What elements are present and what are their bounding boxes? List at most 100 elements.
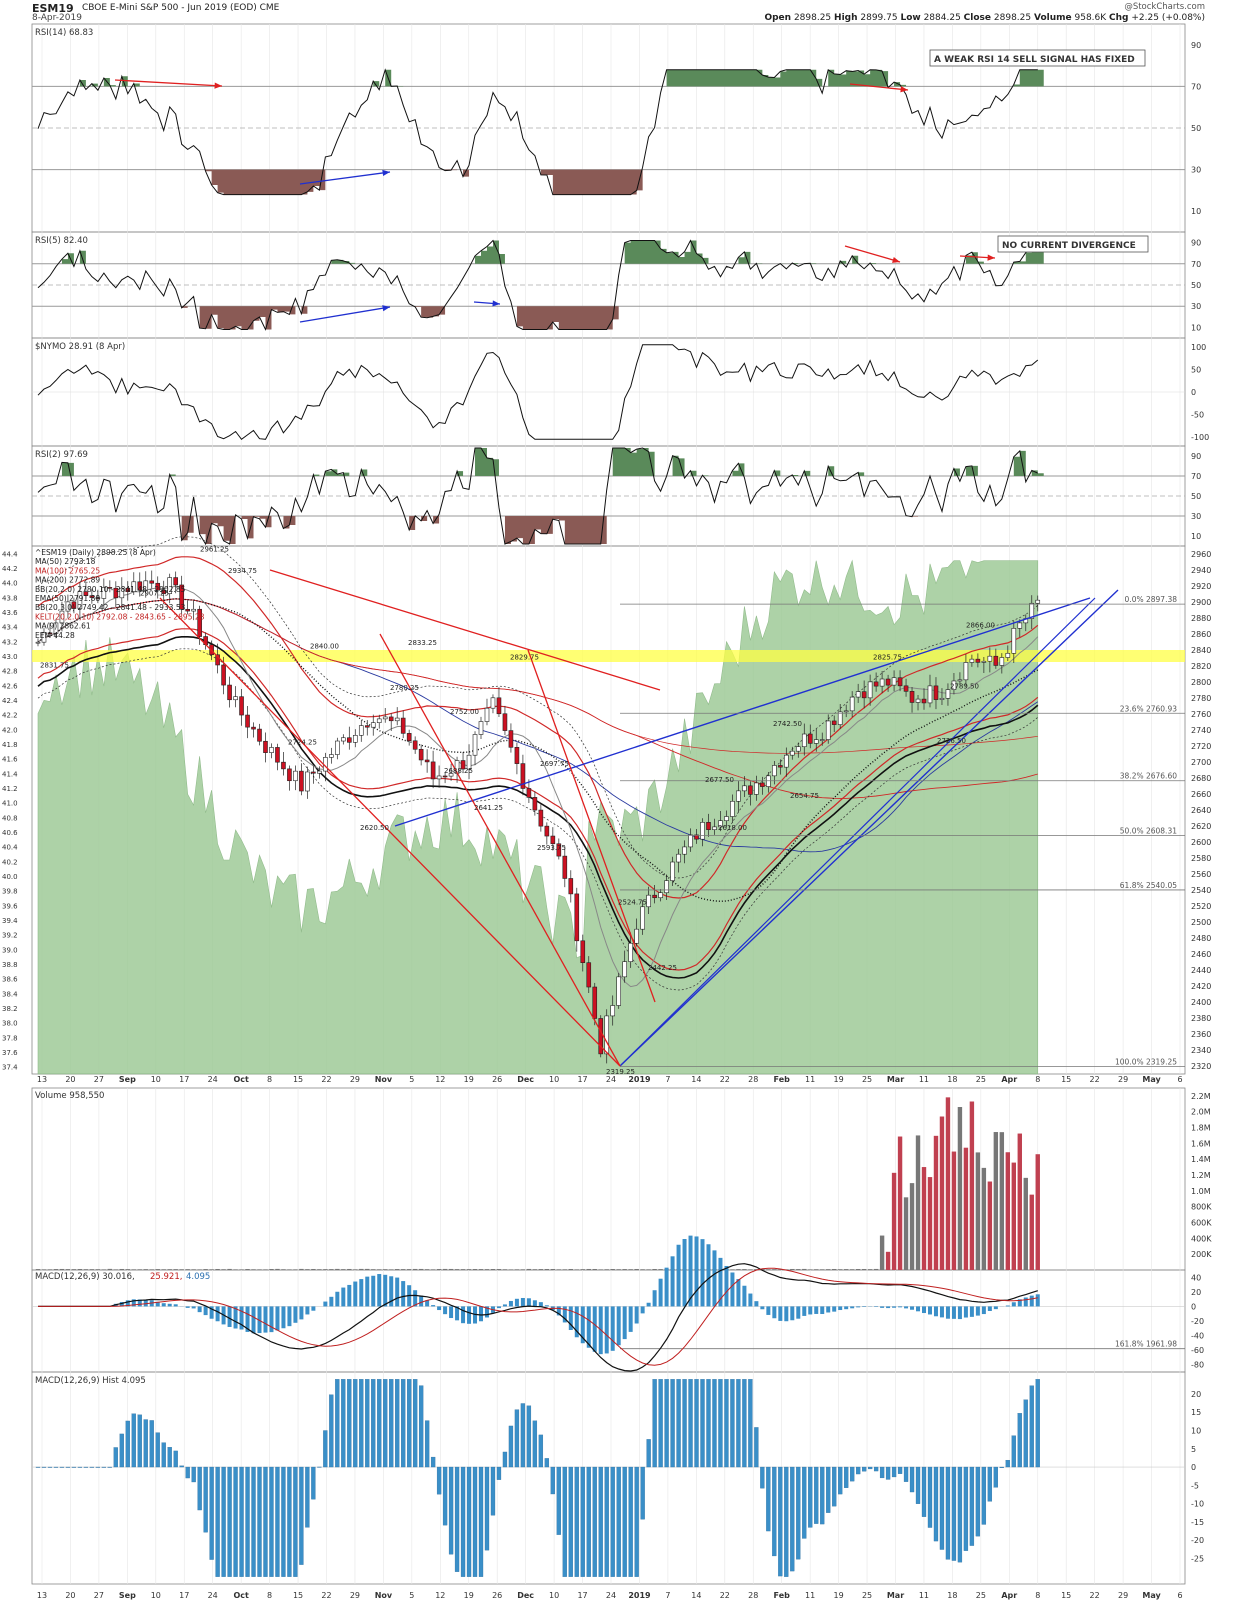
volume-tick-label: 800K (1191, 1203, 1212, 1212)
eem-tick-label: 42.8 (2, 668, 18, 676)
price-point-label: 2742.50 (773, 720, 802, 728)
x-tick-label: 22 (1090, 1591, 1100, 1600)
x-tick-label: 28 (748, 1591, 758, 1600)
hist-bar (897, 1466, 903, 1474)
price-tick-label: 2400 (1191, 998, 1211, 1007)
macd-hist-bar (987, 1306, 992, 1311)
candle-body (634, 928, 639, 944)
volume-bar (359, 1268, 364, 1270)
macd-hist-bar (1023, 1297, 1028, 1307)
trendline-red (269, 569, 661, 691)
candle-body (101, 587, 107, 599)
divergence-arrow-head (382, 169, 390, 177)
macd-hist-bar (287, 1306, 292, 1327)
y-tick-label-rsi2: 90 (1191, 452, 1201, 461)
oversold-fill-rsi2 (181, 516, 919, 544)
volume-bar (89, 1269, 95, 1270)
volume-bar (197, 1269, 202, 1270)
hist-bar (275, 1466, 280, 1577)
volume-bar (634, 1268, 639, 1270)
candle-body (227, 684, 232, 701)
macd-hist-bar (532, 1300, 537, 1307)
hist-bar (299, 1466, 304, 1565)
price-point-label: 2833.25 (408, 639, 437, 647)
x-tick-label: 6 (1177, 1075, 1182, 1084)
trendline-red (527, 649, 656, 1003)
volume-bar (640, 1269, 645, 1270)
macd-hist-bar (227, 1306, 232, 1327)
candle-body (394, 717, 400, 722)
trendline-red (159, 597, 621, 1067)
divergence-arrow (114, 79, 223, 87)
hist-bar (41, 1466, 47, 1468)
eem-tick-label: 41.2 (2, 785, 18, 793)
candle-body (239, 696, 244, 716)
price-tick-label: 2880 (1191, 614, 1211, 623)
candle-body (909, 691, 915, 703)
volume-bar (353, 1269, 358, 1270)
hist-bar (586, 1466, 591, 1577)
candle-body (622, 961, 627, 978)
price-tick-label: 2640 (1191, 806, 1211, 815)
volume-bar (418, 1268, 424, 1270)
candle-body (640, 906, 645, 930)
hist-bar (478, 1466, 484, 1577)
x-tick-label: 6 (1177, 1591, 1182, 1600)
hist-bar (293, 1466, 298, 1577)
candle-body (472, 734, 478, 756)
macd-hist-bar (760, 1306, 765, 1310)
hist-tick-label: 20 (1191, 1390, 1201, 1399)
x-tick-label: Sep (119, 1075, 136, 1084)
candle-body (843, 710, 849, 713)
candle-body (712, 826, 717, 830)
hist-bar (634, 1466, 639, 1577)
x-tick-label: 15 (293, 1075, 303, 1084)
candle-body (329, 754, 334, 758)
x-tick-label: 24 (208, 1075, 218, 1084)
macd-hist-bar (263, 1306, 268, 1333)
volume-bar (742, 1269, 747, 1270)
candle-body (161, 589, 167, 594)
candle-body (676, 853, 681, 863)
candle-body (448, 773, 454, 777)
price-point-label: 2688.25 (444, 767, 473, 775)
instrument-name: CBOE E-Mini S&P 500 - Jun 2019 (EOD) CME (82, 3, 280, 13)
candle-body (346, 737, 352, 743)
fib-label: 38.2% 2676.60 (1120, 772, 1177, 781)
volume-bar (406, 1269, 412, 1270)
hist-bar (646, 1439, 651, 1468)
indicator-line-rsi14 (37, 68, 1038, 196)
eem-tick-label: 39.8 (2, 888, 18, 896)
hist-tick-label: -15 (1191, 1518, 1204, 1527)
hist-bar (502, 1451, 508, 1468)
legend-rsi14: RSI(14) 68.83 (35, 28, 93, 38)
volume-bar (999, 1132, 1005, 1270)
macd-hist-bar (676, 1244, 681, 1307)
hist-bar (107, 1466, 112, 1468)
legend-macd-hist-panel: MACD(12,26,9) Hist 4.095 (35, 1376, 146, 1386)
volume-bar (83, 1269, 89, 1270)
volume-bar (394, 1269, 400, 1270)
candle-body (131, 581, 137, 593)
hist-bar (185, 1466, 190, 1479)
hist-bar (808, 1466, 813, 1528)
hist-bar (538, 1434, 544, 1468)
hist-bar (251, 1466, 256, 1577)
macd-hist-bar (754, 1301, 759, 1307)
volume-bar (281, 1269, 286, 1270)
candle-body (245, 714, 250, 728)
y-tick-label-nymo: 100 (1191, 343, 1206, 352)
y-tick-label-rsi14: 90 (1191, 41, 1201, 50)
macd-hist-bar (766, 1306, 771, 1315)
y-tick-label-rsi14: 70 (1191, 82, 1201, 91)
macd-hist-bar (724, 1265, 729, 1307)
candle-body (526, 788, 532, 798)
hist-bar (844, 1466, 849, 1488)
volume-bar (891, 1172, 897, 1270)
volume-tick-label: 2.0M (1191, 1108, 1211, 1117)
candle-body (1035, 599, 1041, 604)
price-tick-label: 2940 (1191, 566, 1211, 575)
hist-bar (65, 1466, 71, 1468)
candle-body (287, 768, 292, 782)
